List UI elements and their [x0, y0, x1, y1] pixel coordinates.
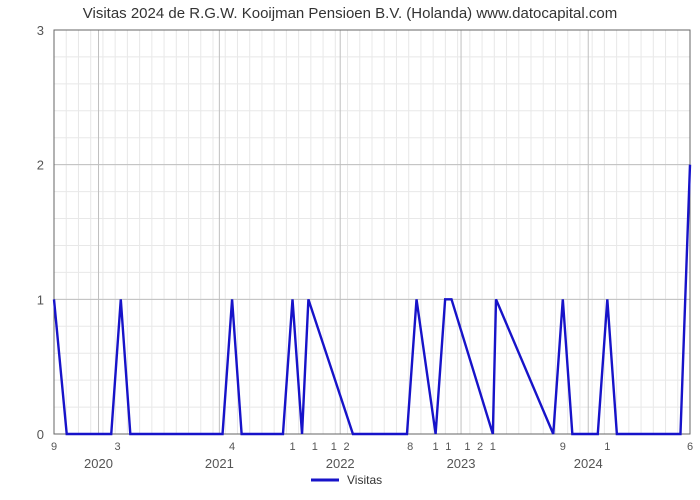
x-minor-label: 9 — [51, 441, 57, 453]
x-minor-label: 1 — [331, 441, 337, 453]
x-minor-label: 1 — [289, 441, 295, 453]
x-minor-label: 3 — [115, 441, 121, 453]
chart-title: Visitas 2024 de R.G.W. Kooijman Pensioen… — [83, 5, 617, 22]
x-minor-label: 1 — [490, 441, 496, 453]
y-tick-label: 0 — [37, 427, 44, 442]
x-minor-label: 1 — [445, 441, 451, 453]
y-tick-label: 3 — [37, 23, 44, 38]
x-minor-label: 9 — [560, 441, 566, 453]
y-tick-label: 1 — [37, 292, 44, 307]
x-minor-label: 1 — [464, 441, 470, 453]
x-year-label: 2022 — [326, 456, 355, 471]
x-minor-label: 2 — [477, 441, 483, 453]
x-minor-label: 1 — [433, 441, 439, 453]
x-minor-label: 1 — [604, 441, 610, 453]
x-minor-label: 6 — [687, 441, 693, 453]
x-minor-label: 2 — [343, 441, 349, 453]
y-tick-label: 2 — [37, 158, 44, 173]
x-minor-label: 1 — [312, 441, 318, 453]
x-year-label: 2024 — [574, 456, 603, 471]
legend-label: Visitas — [347, 473, 382, 487]
x-year-label: 2020 — [84, 456, 113, 471]
visits-chart: 0123934111281112191620202021202220232024… — [0, 0, 700, 500]
x-year-label: 2023 — [447, 456, 476, 471]
x-minor-label: 4 — [229, 441, 235, 453]
x-minor-label: 8 — [407, 441, 413, 453]
x-year-label: 2021 — [205, 456, 234, 471]
